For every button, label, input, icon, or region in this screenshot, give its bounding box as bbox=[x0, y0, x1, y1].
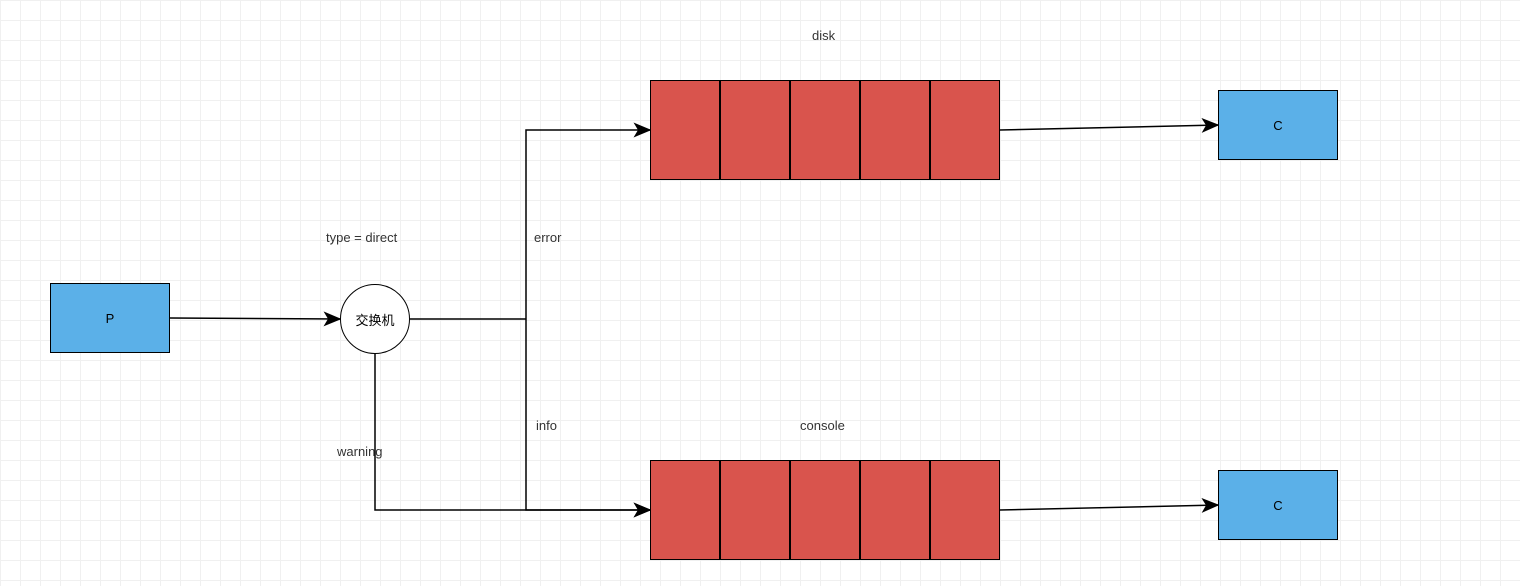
queue-cell bbox=[930, 460, 1000, 560]
node-exchange: 交换机 bbox=[340, 284, 410, 354]
label-type-direct: type = direct bbox=[326, 230, 397, 245]
diagram-canvas: P 交换机 C C disk console type = direct err… bbox=[0, 0, 1520, 586]
queue-cell bbox=[650, 460, 720, 560]
label-console: console bbox=[800, 418, 845, 433]
queue-cell bbox=[790, 80, 860, 180]
queue-cell bbox=[720, 80, 790, 180]
queue-cell bbox=[650, 80, 720, 180]
edge-p-to-exchange bbox=[170, 318, 340, 319]
edge-disk-to-c bbox=[1000, 125, 1218, 130]
edge-split-to-disk bbox=[526, 130, 650, 319]
edge-exchange-down-warning bbox=[375, 354, 650, 510]
label-disk: disk bbox=[812, 28, 835, 43]
node-producer: P bbox=[50, 283, 170, 353]
node-consumer-bottom: C bbox=[1218, 470, 1338, 540]
queue-cell bbox=[860, 80, 930, 180]
queue-cell bbox=[790, 460, 860, 560]
queue-cell bbox=[720, 460, 790, 560]
queue-cell bbox=[930, 80, 1000, 180]
node-consumer-bottom-label: C bbox=[1273, 498, 1282, 513]
queue-cell bbox=[860, 460, 930, 560]
queue-disk bbox=[650, 80, 1000, 180]
node-consumer-top: C bbox=[1218, 90, 1338, 160]
edge-console-to-c bbox=[1000, 505, 1218, 510]
edge-split-to-console bbox=[526, 319, 650, 510]
queue-console bbox=[650, 460, 1000, 560]
node-exchange-label: 交换机 bbox=[355, 310, 394, 329]
label-warning: warning bbox=[337, 444, 383, 459]
node-consumer-top-label: C bbox=[1273, 118, 1282, 133]
node-producer-label: P bbox=[106, 311, 115, 326]
label-info: info bbox=[536, 418, 557, 433]
label-error: error bbox=[534, 230, 561, 245]
